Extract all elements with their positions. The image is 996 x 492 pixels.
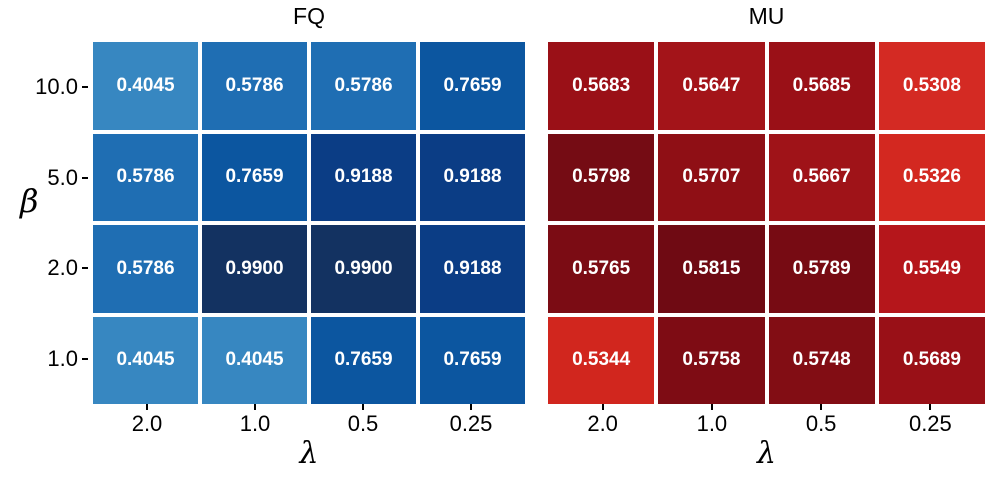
heatmap-cell: 0.4045 [93,42,198,130]
heatmap-cell: 0.4045 [93,316,198,404]
heatmap-cell: 0.5683 [548,42,655,130]
heatmap-cell: 0.9188 [420,133,525,221]
heatmap-cell: 0.7659 [311,316,416,404]
x-tick-label: 2.0 [587,411,618,436]
x-tick: 0.25 [417,404,525,436]
heatmap-cell: 0.5326 [878,133,985,221]
y-tick: 5.0 [0,133,90,224]
heatmap-mu: MU 0.5683 0.5647 0.5685 0.5308 0.5798 0.5707 0… [548,0,985,492]
heatmap-cell: 0.9188 [311,133,416,221]
x-tick-label: 0.5 [805,411,837,436]
y-tick: 10.0 [0,42,90,133]
heatmap-cell: 0.9188 [420,225,525,313]
heatmap-cell: 0.5344 [548,316,655,404]
heatmap-cell: 0.7659 [420,42,525,130]
heatmap-cell: 0.7659 [420,316,525,404]
heatmap-cell: 0.7659 [202,133,307,221]
y-tick-label: 1.0 [47,345,78,371]
heatmap-cell: 0.5308 [878,42,985,130]
tick-mark [470,404,472,410]
y-tick-label: 10.0 [35,74,78,100]
tick-mark [254,404,256,410]
x-tick-label: 1.0 [696,411,728,436]
x-tick-label: 0.25 [908,411,952,436]
x-tick: 1.0 [657,404,766,436]
chart-title-fq: FQ [293,3,325,29]
heatmap-cell: 0.9900 [202,225,307,313]
x-tick-label: 0.25 [449,411,493,436]
y-axis: 10.0 5.0 2.0 1.0 β [0,42,90,404]
heatmap-cell: 0.5748 [768,316,875,404]
heatmap-cell: 0.5815 [658,225,765,313]
y-tick-label: 2.0 [47,255,78,281]
tick-mark [82,86,88,89]
y-tick-label: 5.0 [47,164,78,190]
x-ticks-fq: 2.0 1.0 0.5 0.25 [93,404,525,436]
x-tick-label: 2.0 [131,411,163,436]
x-tick: 2.0 [548,404,657,436]
tick-mark [146,404,148,410]
tick-mark [82,267,88,270]
x-tick: 0.25 [876,404,985,436]
heatmap-cell: 0.5786 [311,42,416,130]
y-tick: 1.0 [0,314,90,405]
x-axis-label-lambda-mu: λ [756,436,776,471]
tick-mark [362,404,364,410]
x-tick: 1.0 [201,404,309,436]
heatmap-cell: 0.5786 [93,133,198,221]
heatmap-cell: 0.5789 [768,225,875,313]
heatmap-cell: 0.5667 [768,133,875,221]
heatmap-grid-mu: 0.5683 0.5647 0.5685 0.5308 0.5798 0.5707 0.56… [548,42,985,404]
tick-mark [601,404,604,410]
heatmap-cell: 0.9900 [311,225,416,313]
heatmap-cell: 0.5758 [658,316,765,404]
x-tick: 0.5 [767,404,876,436]
x-ticks-mu: 2.0 1.0 0.5 0.25 [548,404,985,436]
tick-mark [710,404,713,410]
heatmap-cell: 0.5685 [768,42,875,130]
heatmap-grid-fq: 0.4045 0.5786 0.5786 0.7659 0.5786 0.7659 0.91… [93,42,525,404]
heatmap-cell: 0.5647 [658,42,765,130]
tick-mark [82,176,88,179]
x-tick: 2.0 [93,404,201,436]
tick-mark [820,404,823,410]
y-tick: 2.0 [0,223,90,314]
y-axis-label-beta: β [20,182,39,220]
heatmap-cell: 0.5786 [202,42,307,130]
chart-title-mu: MU [748,3,785,29]
heatmap-cell: 0.5689 [878,316,985,404]
heatmap-cell: 0.5765 [548,225,655,313]
heatmap-cell: 0.5549 [878,225,985,313]
tick-mark [82,357,88,360]
heatmap-cell: 0.5786 [93,225,198,313]
heatmap-fq: FQ 0.4045 0.5786 0.5786 0.7659 0.5786 0.7659 0… [93,0,525,492]
heatmap-cell: 0.5707 [658,133,765,221]
x-tick-label: 0.5 [347,411,379,436]
heatmap-cell: 0.5798 [548,133,655,221]
heatmap-cell: 0.4045 [202,316,307,404]
tick-mark [929,404,932,410]
x-tick: 0.5 [309,404,417,436]
x-tick-label: 1.0 [239,411,271,436]
y-ticks: 10.0 5.0 2.0 1.0 [0,42,90,404]
x-axis-label-lambda-fq: λ [299,436,319,471]
